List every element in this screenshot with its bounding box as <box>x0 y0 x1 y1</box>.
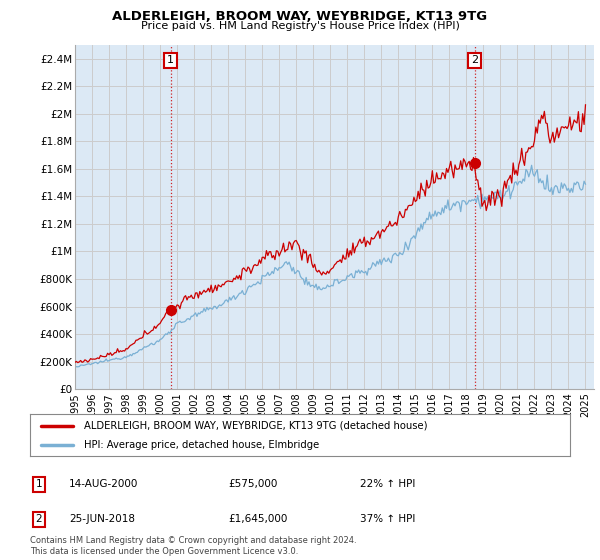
Text: 2: 2 <box>471 55 478 66</box>
Text: 37% ↑ HPI: 37% ↑ HPI <box>360 514 415 524</box>
Text: ALDERLEIGH, BROOM WAY, WEYBRIDGE, KT13 9TG (detached house): ALDERLEIGH, BROOM WAY, WEYBRIDGE, KT13 9… <box>84 421 427 431</box>
Text: 22% ↑ HPI: 22% ↑ HPI <box>360 479 415 489</box>
Text: £575,000: £575,000 <box>228 479 277 489</box>
Text: £1,645,000: £1,645,000 <box>228 514 287 524</box>
Text: Price paid vs. HM Land Registry's House Price Index (HPI): Price paid vs. HM Land Registry's House … <box>140 21 460 31</box>
Text: Contains HM Land Registry data © Crown copyright and database right 2024.
This d: Contains HM Land Registry data © Crown c… <box>30 536 356 556</box>
Text: HPI: Average price, detached house, Elmbridge: HPI: Average price, detached house, Elmb… <box>84 440 319 450</box>
Text: 25-JUN-2018: 25-JUN-2018 <box>69 514 135 524</box>
Text: ALDERLEIGH, BROOM WAY, WEYBRIDGE, KT13 9TG: ALDERLEIGH, BROOM WAY, WEYBRIDGE, KT13 9… <box>112 10 488 23</box>
Text: 2: 2 <box>35 514 43 524</box>
Text: 14-AUG-2000: 14-AUG-2000 <box>69 479 139 489</box>
Text: 1: 1 <box>167 55 174 66</box>
Text: 1: 1 <box>35 479 43 489</box>
